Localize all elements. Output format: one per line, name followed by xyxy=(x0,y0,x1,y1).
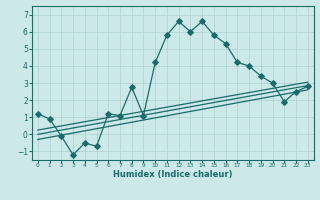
X-axis label: Humidex (Indice chaleur): Humidex (Indice chaleur) xyxy=(113,170,233,179)
